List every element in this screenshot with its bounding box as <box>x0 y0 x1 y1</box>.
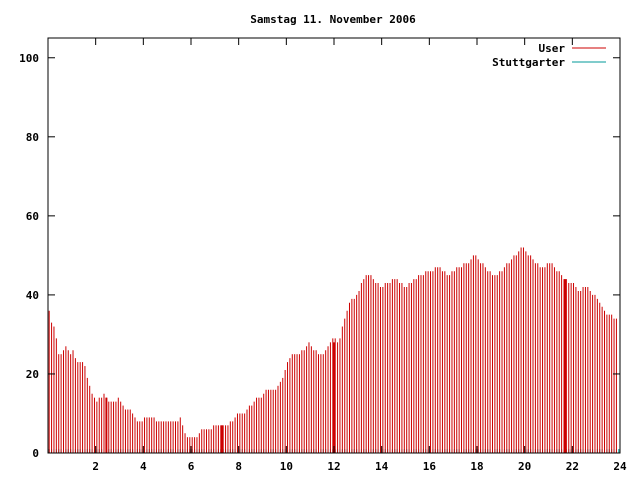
x-tick-label: 22 <box>566 460 579 473</box>
x-tick-label: 14 <box>375 460 389 473</box>
x-tick-label: 8 <box>235 460 242 473</box>
axis-ticks <box>48 38 621 454</box>
y-tick-label: 20 <box>26 368 39 381</box>
legend: User Stuttgarter <box>492 42 606 69</box>
chart-title: Samstag 11. November 2006 <box>250 13 416 26</box>
x-tick-label: 18 <box>470 460 483 473</box>
x-tick-label: 20 <box>518 460 531 473</box>
x-tick-label: 6 <box>188 460 195 473</box>
x-tick-label: 10 <box>280 460 293 473</box>
x-tick-label: 24 <box>613 460 627 473</box>
legend-label-user: User <box>539 42 566 55</box>
legend-label-stuttgarter: Stuttgarter <box>492 56 565 69</box>
x-tick-label: 4 <box>140 460 147 473</box>
y-tick-label: 40 <box>26 289 39 302</box>
y-tick-label: 80 <box>26 131 39 144</box>
series-user <box>48 247 617 453</box>
x-tick-label: 16 <box>423 460 437 473</box>
x-tick-label: 12 <box>327 460 340 473</box>
y-tick-label: 100 <box>19 52 39 65</box>
x-tick-label: 2 <box>92 460 99 473</box>
y-tick-label: 0 <box>32 447 39 460</box>
highlight-bars <box>105 279 567 453</box>
y-tick-label: 60 <box>26 210 39 223</box>
